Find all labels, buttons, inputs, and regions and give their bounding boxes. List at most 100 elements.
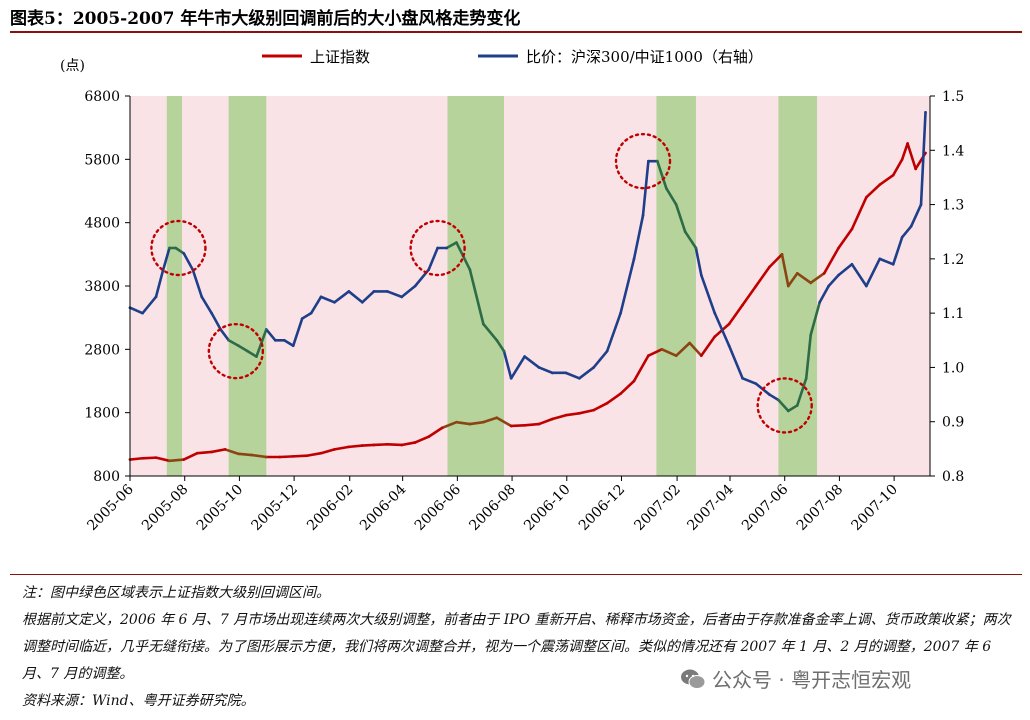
correction-band-2 (228, 96, 267, 476)
series-ratio-segment (641, 159, 650, 217)
series-ratio-point (700, 273, 703, 277)
series-shanghai-index-point (551, 417, 554, 421)
series-ratio-point (309, 311, 313, 315)
legend-label-shanghai: 上证指数 (310, 48, 370, 66)
series-ratio-point (919, 203, 923, 206)
correction-band-5 (778, 96, 817, 476)
series-shanghai-index-segment (223, 448, 240, 456)
series-shanghai-index-segment (564, 411, 581, 417)
series-shanghai-index-segment (688, 341, 703, 357)
series-shanghai-index-point (495, 416, 499, 420)
series-shanghai-index-segment (795, 272, 813, 285)
series-ratio-point (818, 300, 821, 304)
series-shanghai-index-point (700, 354, 703, 357)
correction-band-3 (447, 96, 504, 476)
series-shanghai-index-segment (578, 408, 595, 415)
series-shanghai-index-point (537, 422, 541, 426)
series-ratio-point (413, 284, 417, 288)
series-shanghai-index-segment (809, 272, 826, 285)
series-shanghai-index-segment (455, 420, 472, 426)
series-shanghai-index-point (347, 445, 351, 449)
series-ratio-point (537, 366, 541, 369)
series-shanghai-index-point (250, 453, 254, 457)
series-ratio-segment (161, 246, 171, 272)
right-axis-tick-label: 1.4 (942, 143, 964, 159)
series-shanghai-index-point (154, 456, 158, 459)
series-shanghai-index-point (727, 322, 731, 326)
series-ratio-segment (333, 290, 351, 304)
series-shanghai-index-point (713, 335, 717, 338)
series-ratio-segment (809, 300, 821, 337)
series-ratio-point (674, 203, 678, 206)
series-shanghai-index-segment (551, 413, 568, 421)
series-ratio-point (509, 376, 513, 380)
series-ratio-point (333, 300, 336, 304)
series-ratio-segment (191, 268, 204, 299)
series-ratio-segment (265, 328, 277, 342)
highlight-circle-2 (207, 322, 265, 380)
series-ratio-segment (219, 328, 230, 342)
series-ratio-point (360, 300, 364, 304)
left-axis-unit: (点) (60, 58, 85, 74)
series-shanghai-index-point (564, 413, 568, 417)
notes-rule (10, 574, 1022, 575)
series-ratio-point (200, 295, 204, 299)
series-shanghai-index-segment (440, 420, 458, 430)
series-ratio-point (665, 186, 668, 190)
series-ratio-point (809, 333, 813, 337)
series-ratio-point (445, 246, 448, 250)
series-shanghai-index-point (319, 451, 323, 455)
series-ratio-point (372, 290, 376, 293)
series-ratio-point (827, 284, 830, 288)
x-axis-tick-label: 2005-08 (139, 482, 191, 534)
series-ratio-point (641, 214, 645, 217)
series-ratio-segment (141, 295, 158, 315)
series-ratio-point (246, 349, 249, 353)
series-shanghai-index-point (754, 284, 758, 288)
series-shanghai-index-segment (237, 452, 254, 457)
x-axis-tick-label: 2006-02 (304, 482, 356, 534)
series-ratio-segment (227, 338, 240, 348)
series-ratio-point (900, 235, 904, 239)
series-shanghai-index-segment (850, 196, 868, 231)
series-ratio-segment (154, 268, 165, 299)
series-ratio-point (924, 110, 927, 114)
series-shanghai-index-segment (768, 253, 784, 269)
series-shanghai-index-segment (537, 417, 554, 426)
series-shanghai-index-segment (372, 443, 389, 447)
series-shanghai-index-point (141, 456, 144, 460)
series-ratio-point (741, 376, 744, 380)
series-ratio-point (804, 376, 808, 380)
series-shanghai-index-segment (509, 424, 526, 428)
series-shanghai-index-segment (780, 253, 790, 288)
series-ratio-segment (309, 295, 323, 315)
series-shanghai-index-segment (468, 420, 485, 426)
x-axis-tick-label: 2006-06 (412, 481, 465, 534)
series-ratio-point (255, 355, 258, 358)
series-ratio-segment (909, 203, 923, 228)
highlight-circle-1 (150, 219, 207, 277)
right-axis-tick-label: 0.9 (942, 415, 964, 431)
series-shanghai-index-point (741, 303, 744, 307)
left-axis-tick-label: 1800 (84, 406, 120, 422)
series-shanghai-index-point (795, 272, 799, 275)
series-shanghai-index-point (223, 448, 227, 451)
series-ratio-segment (900, 224, 913, 239)
figure-title: 图表5：2005-2007 年牛市大级别回调前后的大小盘风格走势变化 (10, 9, 521, 29)
series-ratio-segment (919, 110, 927, 206)
series-shanghai-index-segment (154, 456, 171, 463)
series-ratio-segment (837, 262, 854, 277)
series-shanghai-index-point (891, 173, 895, 177)
left-axis-tick-label: 6800 (84, 89, 120, 105)
series-shanghai-index-segment (210, 448, 227, 454)
series-shanghai-index-point (660, 348, 664, 351)
series-shanghai-index-point (605, 401, 609, 405)
series-ratio-segment (818, 284, 830, 304)
series-ratio-segment (237, 344, 249, 353)
series-shanghai-index-segment (360, 443, 376, 447)
series-ratio-segment (200, 295, 213, 315)
series-ratio-point (713, 311, 717, 315)
x-axis-tick-label: 2007-02 (631, 482, 683, 534)
series-shanghai-index-point (372, 443, 376, 447)
series-ratio-point (878, 257, 882, 261)
